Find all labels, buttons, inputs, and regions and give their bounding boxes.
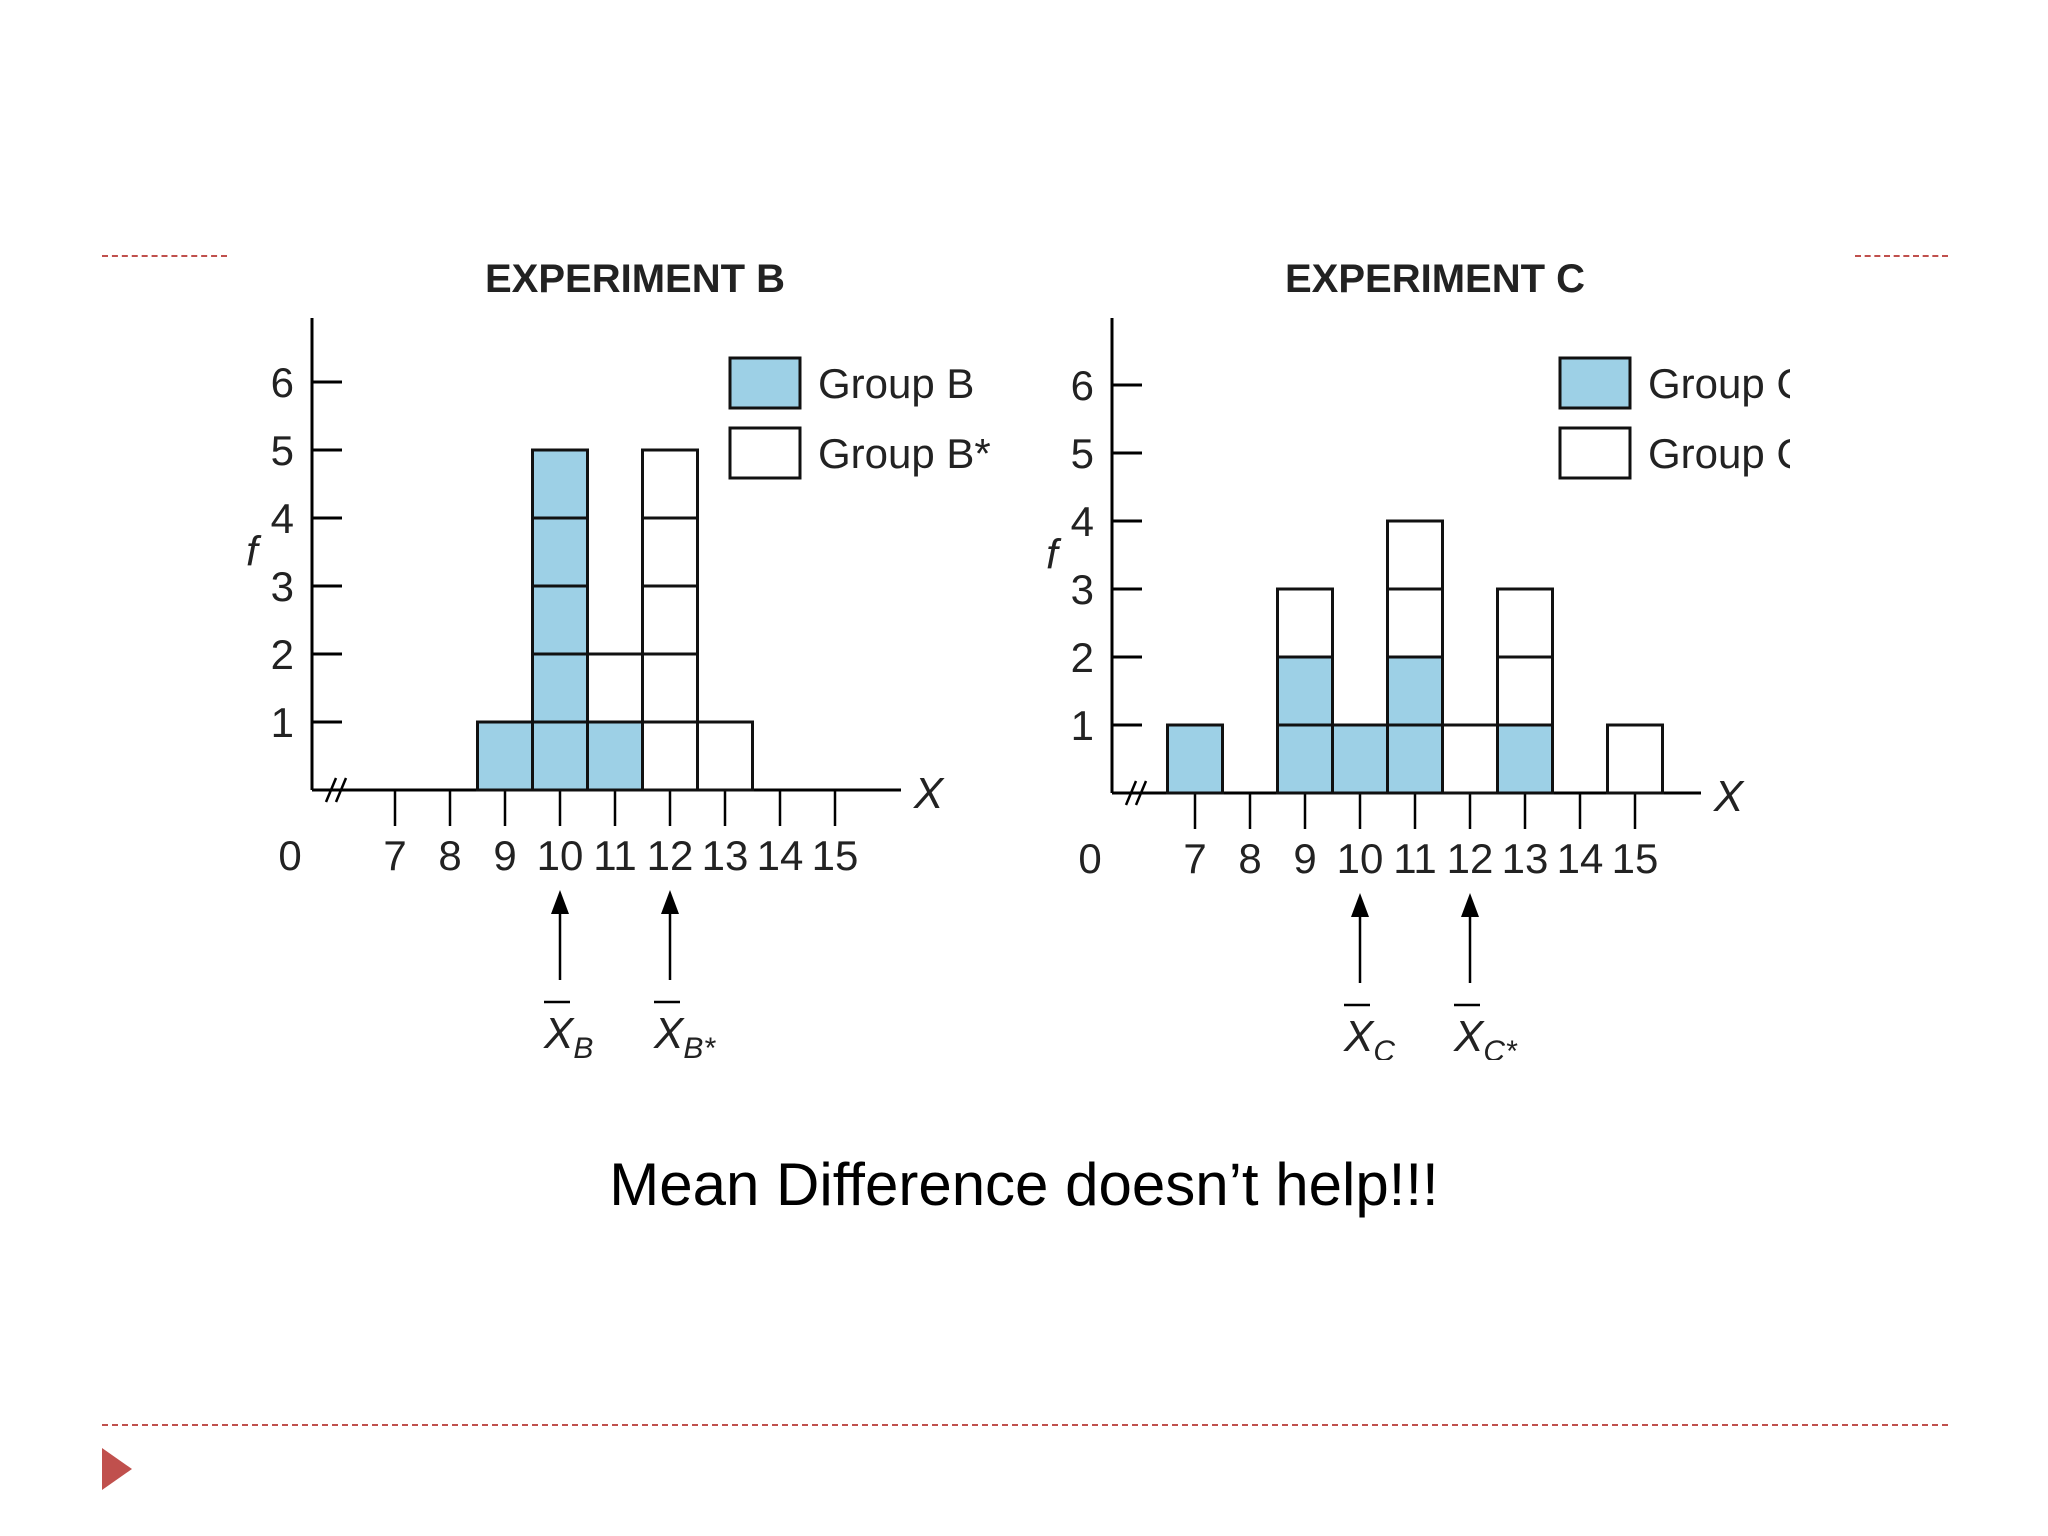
chart-2-x-tick-label: 9 xyxy=(1293,835,1316,882)
slide-caption: Mean Difference doesn’t help!!! xyxy=(609,1151,1439,1218)
chart-1-open-block xyxy=(696,720,754,792)
chart-2-x-tick-label: 15 xyxy=(1612,835,1659,882)
chart-2-open-block xyxy=(1386,519,1444,591)
chart-1-y-tick-label: 6 xyxy=(271,359,294,406)
chart-2-filled-block xyxy=(1276,655,1334,727)
chart-1-open-block xyxy=(586,652,644,724)
chart-1-open-block xyxy=(641,720,699,792)
chart-1-axis-break-mark xyxy=(334,777,348,803)
chart-2-mean-label: XC xyxy=(1343,1012,1395,1060)
chart-1-x-tick-label: 8 xyxy=(438,832,461,879)
chart-2-mean-arrow-head xyxy=(1351,893,1369,917)
chart-2-x-tick-label: 0 xyxy=(1078,835,1101,882)
chart-1-filled-block xyxy=(531,652,589,724)
chart-1-x-tick-label: 9 xyxy=(493,832,516,879)
chart-1-open-block xyxy=(641,516,699,588)
chart-2-title: EXPERIMENT C xyxy=(1285,257,1585,301)
chart-1-mean-arrow-head xyxy=(661,890,679,914)
chart-1-filled-block xyxy=(531,584,589,656)
chart-1-open-block xyxy=(641,584,699,656)
chart-2-y-tick-label: 2 xyxy=(1071,634,1094,681)
chart-1-filled-block xyxy=(531,720,589,792)
chart-2-x-tick-label: 7 xyxy=(1183,835,1206,882)
chart-1-x-tick-label: 14 xyxy=(757,832,804,879)
chart-2-legend-swatch xyxy=(1558,426,1632,480)
chart-2-y-tick-label: 6 xyxy=(1071,362,1094,409)
chart-1-y-tick-label: 1 xyxy=(271,699,294,746)
histogram-figure: EXPERIMENT B 1 2 3 4 5 6 f X 0 7 8 9 10 11 12 13 14 15 Grou… xyxy=(230,240,1823,1068)
chart-1-legend-swatch xyxy=(728,356,802,410)
chart-2-open-block xyxy=(1606,723,1664,795)
chart-2-filled-block xyxy=(1386,723,1444,795)
chart-2-legend-swatch xyxy=(1558,356,1632,410)
chart-1-title: EXPERIMENT B xyxy=(485,257,785,301)
chart-2-open-block xyxy=(1496,655,1554,727)
chart-1-open-block xyxy=(641,652,699,724)
chart-1-mean-label: XB* xyxy=(653,1009,716,1060)
chart-2-y-tick-label: 1 xyxy=(1071,702,1094,749)
chart-1-x-tick-label: 10 xyxy=(537,832,584,879)
chart-1-filled-block xyxy=(531,516,589,588)
chart-2-x-tick-label: 11 xyxy=(1393,835,1437,882)
bottom-dashed-rule xyxy=(102,1424,1948,1426)
chart-2-mean-arrow-head xyxy=(1461,893,1479,917)
chart-2-open-block xyxy=(1276,587,1334,659)
triangle-bullet-icon xyxy=(102,1448,132,1495)
chart-2-y-tick-label: 4 xyxy=(1071,498,1094,545)
chart-1-y-tick-label: 2 xyxy=(271,631,294,678)
chart-2-legend-label: Group C xyxy=(1648,360,1790,407)
chart-2-axis-break-mark xyxy=(1134,780,1148,806)
chart-1-x-tick-label: 12 xyxy=(647,832,694,879)
chart-2-x-tick-label: 8 xyxy=(1238,835,1261,882)
chart-2-open-block xyxy=(1496,587,1554,659)
chart-1-y-tick-label: 5 xyxy=(271,427,294,474)
chart-2-y-tick-label: 5 xyxy=(1071,430,1094,477)
chart-2-axis-break-mark xyxy=(1124,780,1138,806)
chart-2-x-label: X xyxy=(1713,772,1745,821)
chart-2-y-tick-label: 3 xyxy=(1071,566,1094,613)
chart-2-x-tick-label: 12 xyxy=(1447,835,1494,882)
chart-2-legend-label: Group C* xyxy=(1648,430,1790,477)
chart-2-filled-block xyxy=(1386,655,1444,727)
chart-2-y-label: f xyxy=(1046,531,1062,578)
chart-1-axis-break-mark xyxy=(324,777,338,803)
chart-2-filled-block xyxy=(1166,723,1224,795)
chart-2-filled-block xyxy=(1496,723,1554,795)
chart-1-mean-label: XB xyxy=(543,1009,593,1060)
chart-1-x-tick-label: 7 xyxy=(383,832,406,879)
chart-1-filled-block xyxy=(531,448,589,520)
chart-1-x-tick-label: 11 xyxy=(593,832,637,879)
chart-2-x-tick-label: 13 xyxy=(1502,835,1549,882)
chart-2-x-tick-label: 10 xyxy=(1337,835,1384,882)
top-left-dashed-rule xyxy=(102,255,227,257)
chart-1-x-tick-label: 13 xyxy=(702,832,749,879)
chart-1-y-label: f xyxy=(246,528,262,575)
chart-1-x-label: X xyxy=(913,769,945,818)
chart-1-filled-block xyxy=(586,720,644,792)
chart-1-x-tick-label: 15 xyxy=(812,832,859,879)
chart-1-filled-block xyxy=(476,720,534,792)
chart-1-legend-label: Group B* xyxy=(818,430,991,477)
chart-2-mean-label: XC* xyxy=(1453,1012,1518,1060)
chart-2-open-block xyxy=(1441,723,1499,795)
chart-1-y-tick-label: 4 xyxy=(271,495,294,542)
top-right-dashed-rule xyxy=(1855,255,1948,257)
chart-1-legend-label: Group B xyxy=(818,360,974,407)
chart-1-x-tick-label: 0 xyxy=(278,832,301,879)
chart-1-legend-swatch xyxy=(728,426,802,480)
chart-1-mean-arrow-head xyxy=(551,890,569,914)
chart-2-x-tick-label: 14 xyxy=(1557,835,1604,882)
chart-2-filled-block xyxy=(1331,723,1389,795)
chart-1-y-tick-label: 3 xyxy=(271,563,294,610)
chart-2-open-block xyxy=(1386,587,1444,659)
chart-2-filled-block xyxy=(1276,723,1334,795)
chart-1-open-block xyxy=(641,448,699,520)
